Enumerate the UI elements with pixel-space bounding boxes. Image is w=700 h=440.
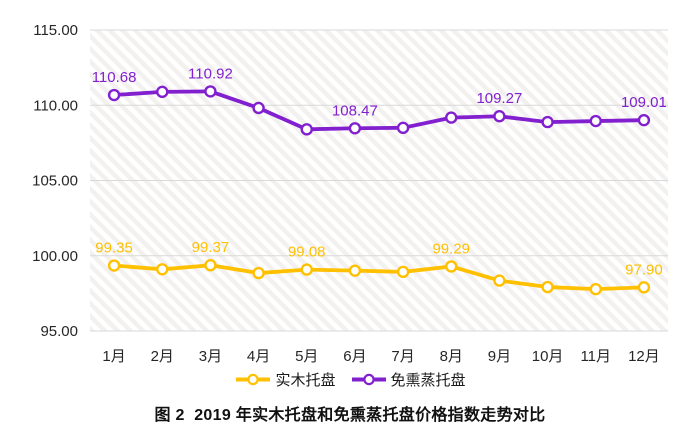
plot-layer: 95.00 100.00 105.00 110.00 115.00 1月 2月 3月 4月 5月 6…	[32, 22, 668, 365]
y-tick-label: 105.00	[32, 173, 78, 190]
data-point-fumigation-free-12月	[637, 113, 651, 127]
data-point-label-fumigation-free: 110.92	[188, 65, 233, 82]
x-tick-label: 10月	[532, 348, 564, 365]
y-tick-label: 115.00	[33, 22, 78, 39]
data-point-solid-wood-9月	[493, 274, 506, 287]
data-point-solid-wood-4月	[252, 266, 265, 280]
data-point-solid-wood-3月	[204, 259, 217, 272]
data-point-solid-wood-6月	[348, 264, 362, 277]
data-point-label-fumigation-free: 109.01	[621, 94, 667, 111]
legend-marker-fumigation-free-icon	[351, 373, 386, 386]
data-point-label-fumigation-free: 108.47	[332, 102, 378, 119]
data-point-solid-wood-11月	[589, 282, 602, 296]
x-tick-label: 12月	[628, 348, 660, 365]
y-tick-label: 95.00	[40, 323, 78, 340]
x-tick-label: 7月	[391, 348, 414, 365]
figure-caption: 图 2 2019 年实木托盘和免熏蒸托盘价格指数走势对比	[154, 407, 546, 424]
data-point-label-fumigation-free: 110.68	[92, 69, 137, 86]
data-point-fumigation-free-11月	[589, 114, 602, 128]
data-point-label-solid-wood: 99.35	[95, 240, 133, 257]
data-point-fumigation-free-2月	[156, 85, 169, 99]
data-point-solid-wood-10月	[541, 280, 554, 294]
data-point-label-solid-wood: 99.37	[192, 239, 230, 256]
x-tick-label: 5月	[295, 348, 318, 365]
x-tick-label: 3月	[199, 348, 222, 365]
legend-item-solid-wood: 实木托盘	[234, 369, 336, 390]
x-tick-label: 8月	[440, 348, 463, 365]
data-point-solid-wood-1月	[107, 259, 121, 272]
legend-item-fumigation-free: 免熏蒸托盘	[350, 369, 466, 390]
x-tick-label: 2月	[151, 348, 174, 365]
legend-label-fumigation-free: 免熏蒸托盘	[390, 372, 466, 389]
data-point-solid-wood-8月	[445, 260, 458, 273]
data-point-fumigation-free-1月	[107, 88, 121, 102]
data-point-label-solid-wood: 99.29	[432, 240, 470, 257]
legend-label-solid-wood: 实木托盘	[275, 372, 336, 389]
data-point-fumigation-free-5月	[300, 123, 313, 136]
data-point-fumigation-free-6月	[348, 122, 362, 135]
data-point-solid-wood-5月	[300, 263, 313, 276]
price-index-line-chart: 95.00 100.00 105.00 110.00 115.00 1月 2月 3月 4月 5月 6…	[32, 22, 668, 365]
x-tick-label: 11月	[580, 348, 611, 365]
data-point-solid-wood-12月	[637, 281, 651, 294]
data-point-fumigation-free-8月	[445, 111, 458, 124]
y-tick-label: 110.00	[33, 97, 78, 114]
data-point-solid-wood-2月	[156, 263, 169, 276]
data-point-fumigation-free-9月	[493, 110, 506, 123]
x-tick-label: 1月	[102, 348, 125, 365]
series-line-solid-wood	[112, 263, 646, 292]
data-point-fumigation-free-10月	[541, 115, 554, 129]
data-point-fumigation-free-4月	[252, 101, 265, 115]
data-point-label-fumigation-free: 109.27	[476, 90, 522, 107]
chart-legend: 实木托盘 免熏蒸托盘	[0, 369, 700, 390]
series-line-fumigation-free	[112, 89, 646, 132]
data-point-label-solid-wood: 97.90	[625, 261, 663, 278]
data-point-fumigation-free-3月	[204, 85, 217, 98]
x-tick-label: 9月	[488, 348, 511, 365]
x-tick-label: 4月	[247, 348, 270, 365]
data-point-solid-wood-7月	[396, 265, 410, 279]
x-tick-label: 6月	[343, 348, 366, 365]
y-tick-label: 100.00	[32, 248, 78, 265]
data-point-label-solid-wood: 99.08	[288, 244, 326, 261]
legend-marker-solid-wood-icon	[236, 373, 271, 386]
data-point-fumigation-free-7月	[396, 121, 410, 135]
